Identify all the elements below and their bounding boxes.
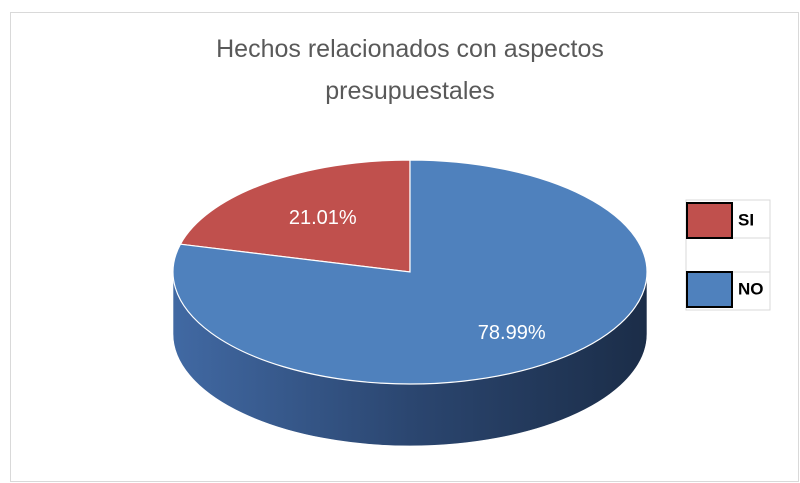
slice (172, 159, 648, 385)
chart-border (10, 12, 799, 482)
legend-label: SI (738, 210, 754, 229)
slice (179, 159, 411, 273)
data-label: 78.99% (478, 322, 546, 344)
legend-swatch (686, 271, 733, 308)
legend-frame (685, 199, 771, 311)
chart-title: Hechos relacionados con aspectos presupu… (216, 35, 604, 105)
data-label: 21.01% (289, 207, 357, 229)
legend-swatch (686, 202, 733, 239)
legend-label: NO (738, 279, 764, 298)
